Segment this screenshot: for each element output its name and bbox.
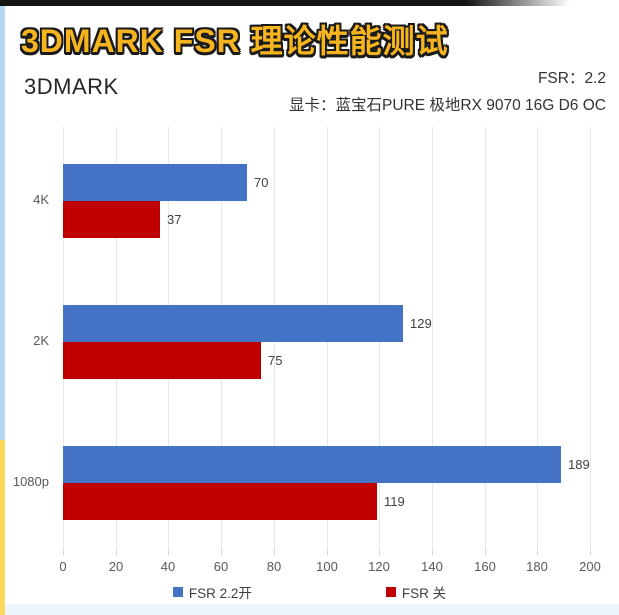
legend-label: FSR 关 [401,586,447,601]
bar-series2-2k [63,342,261,379]
bottom-border-strip [5,604,619,615]
x-axis-tick [63,550,64,555]
x-axis-tick [379,550,380,555]
bar-value-label: 119 [384,494,405,509]
top-border-strip [0,0,570,6]
header-info: FSR：2.2 显卡：蓝宝石PURE 极地RX 9070 16G D6 OC [289,66,606,115]
x-tick-label: 80 [266,559,282,574]
legend-label: FSR 2.2开 [188,586,252,601]
x-axis-tick [327,550,328,555]
bar-series2-4k [63,201,160,238]
bar-value-label: 37 [167,212,182,227]
gridline [485,127,486,550]
bar-series1-1080p [63,446,561,483]
x-axis-tick [116,550,117,555]
x-tick-label: 20 [108,559,124,574]
bar-series2-1080p [63,483,377,520]
x-tick-label: 140 [421,559,443,574]
legend-swatch-icon [172,587,183,597]
chart-legend: FSR 2.2开 FSR 关 [0,582,619,602]
x-axis-tick [432,550,433,555]
bar-value-label: 129 [410,316,432,331]
category-label-4k: 4K [33,192,49,207]
bar-value-label: 189 [568,457,590,472]
bar-value-label: 70 [254,175,269,190]
chart-title: 3DMARK [24,74,119,99]
x-tick-label: 120 [368,559,390,574]
x-tick-label: 180 [526,559,548,574]
gridline [590,127,591,550]
fsr-version-label: FSR：2.2 [537,70,606,87]
legend-item: FSR 关 [385,582,447,602]
x-axis-tick [590,550,591,555]
bar-series1-4k [63,164,247,201]
gridline [537,127,538,550]
x-tick-label: 100 [316,559,338,574]
bar-chart: 0 20 40 60 80 100 120 140 160 180 200 4K 70 37 2K 129 75… [13,127,601,574]
x-axis-tick [485,550,486,555]
x-tick-label: 40 [160,559,176,574]
x-axis-tick [221,550,222,555]
left-border-strip-blue [0,6,5,440]
bar-value-label: 75 [268,353,283,368]
x-axis-tick [537,550,538,555]
page-title: 3DMARK FSR 理论性能测试 [21,23,449,59]
x-axis-tick [168,550,169,555]
x-axis-tick [274,550,275,555]
x-tick-label: 60 [213,559,229,574]
gpu-label: 显卡：蓝宝石PURE 极地RX 9070 16G D6 OC [289,97,606,114]
x-tick-label: 200 [579,559,601,574]
x-tick-label: 0 [59,559,67,574]
category-label-2k: 2K [33,333,49,348]
left-border-strip-yellow [0,440,5,615]
legend-item: FSR 2.2开 [172,582,252,602]
gridline [432,127,433,550]
category-label-1080p: 1080p [12,474,49,489]
legend-swatch-icon [385,587,396,597]
x-tick-label: 160 [474,559,496,574]
bar-series1-2k [63,305,403,342]
